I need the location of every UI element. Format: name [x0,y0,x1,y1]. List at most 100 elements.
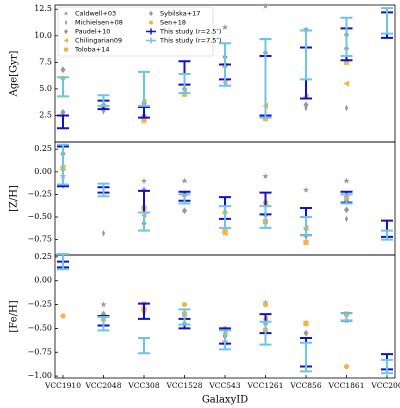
error-bar [219,329,231,351]
marker [181,207,188,215]
marker [63,10,69,16]
x-tick-label: VCC308 [127,381,159,390]
marker [343,59,350,65]
y-tick-label: 10.0 [34,31,52,40]
error-bar [259,37,272,119]
x-tick-label: VCC1861 [328,381,365,390]
marker [303,329,309,337]
marker [262,172,269,180]
legend-label: Chilingarian09 [75,37,122,45]
legend-label: Sen+18 [160,19,186,27]
marker [60,108,66,116]
error-bar [97,315,110,332]
marker [100,310,107,318]
error-bar [219,205,231,229]
y-axis-label: [Z/H] [9,185,20,212]
legend-label: Toloba+14 [74,46,109,54]
marker [64,28,68,35]
error-bar [259,320,272,346]
marker [343,206,350,214]
error-bar [97,94,110,107]
error-bar [219,42,231,87]
x-tick-label: VCC200 [370,381,400,390]
error-bar [259,205,272,229]
error-bar [57,253,69,271]
error-bar [381,229,393,241]
error-bar [138,302,150,320]
marker [222,227,228,234]
marker [64,19,68,26]
error-bar [138,105,150,119]
marker [181,177,188,184]
error-bar [340,312,353,322]
legend-label: Paudel+10 [75,28,110,36]
y-tick-label: −0.50 [27,212,52,221]
x-axis-label: GalaxyID [202,395,248,406]
error-bar [381,7,393,35]
y-tick-label: 5.0 [39,84,52,93]
marker [140,177,148,184]
x-tick-label: VCC1910 [44,381,81,390]
error-bar [178,73,191,95]
y-tick-label: −0.75 [27,235,52,244]
error-bar [300,216,312,237]
marker [149,20,153,25]
y-tick-label: −0.25 [27,300,52,309]
error-bar [178,308,191,326]
marker [344,215,349,223]
marker [101,229,106,237]
marker [60,66,66,74]
marker [181,301,188,308]
y-tick-label: −0.50 [27,323,52,332]
y-tick-label: −1.00 [27,371,52,380]
error-bar [57,114,69,130]
legend-box [57,6,214,57]
marker [149,10,153,17]
error-bar [340,193,353,205]
marker [262,301,269,308]
legend-label: Michielsen+08 [75,19,123,27]
marker [302,26,310,33]
error-bar [178,193,191,205]
legend-swatch [146,28,156,35]
legend-label: Caldwell+03 [75,10,116,18]
y-tick-label: 0.25 [34,252,52,261]
error-bar [381,358,393,375]
y-tick-label: 0.00 [34,276,52,285]
marker [343,80,350,87]
error-bar [300,29,312,81]
y-tick-label: 7.5 [39,57,52,66]
error-bar [57,143,69,186]
marker [63,38,68,43]
y-tick-label: 12.5 [34,4,52,13]
legend-label: This study (r=2.5″) [159,28,221,36]
marker [303,321,309,327]
marker [302,186,310,193]
y-tick-label: −0.75 [27,347,52,356]
x-tick-label: VCC1528 [166,381,203,390]
legend-swatch [146,37,156,44]
error-bar [138,336,150,355]
y-tick-label: 2.5 [39,110,52,119]
error-bar [340,16,353,57]
y-axis-label: Age[Gyr] [9,51,20,98]
legend-label: This study (r=7.5″) [159,37,221,45]
marker [343,363,350,370]
error-bar [300,341,312,373]
y-tick-label: −0.25 [27,189,52,198]
error-bar [57,76,69,98]
marker [64,47,68,52]
error-bar [138,211,150,232]
marker [303,101,309,109]
y-tick-label: 0.00 [34,167,52,176]
marker [60,313,66,319]
x-tick-label: VCC1261 [247,381,284,390]
marker [303,239,309,245]
marker [262,2,269,9]
marker [100,301,107,308]
x-tick-label: VCC543 [208,381,240,390]
marker [141,118,147,124]
y-tick-label: 0.25 [34,144,52,153]
